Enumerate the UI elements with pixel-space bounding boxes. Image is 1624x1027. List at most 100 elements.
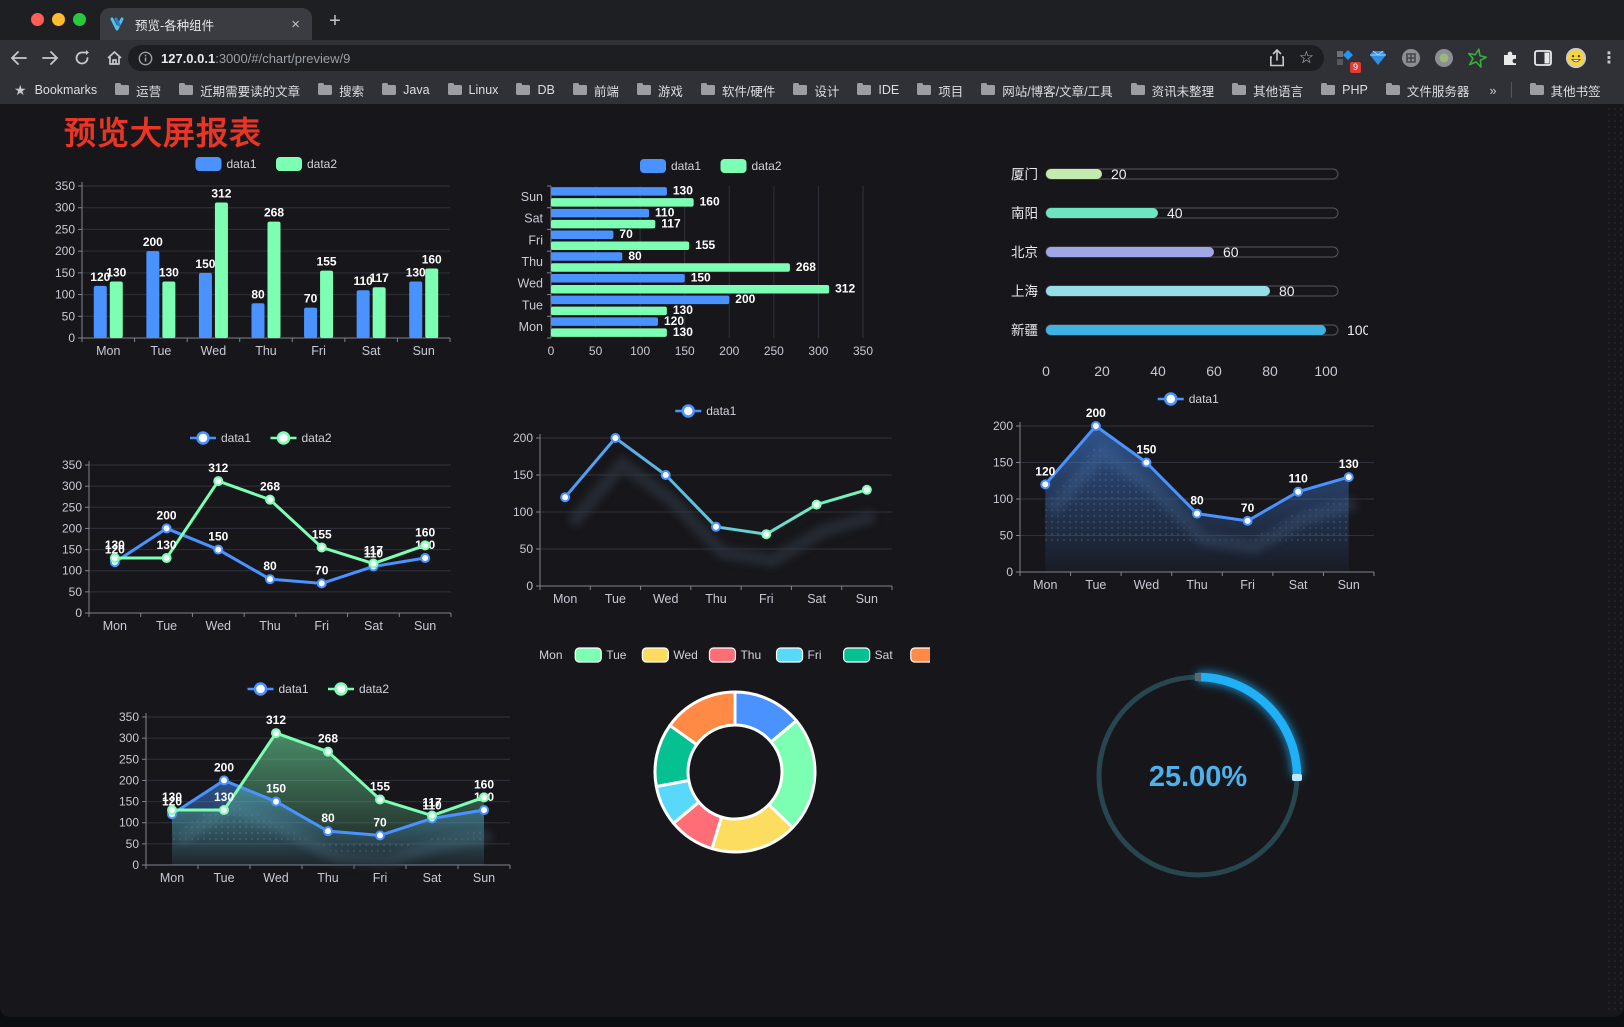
legend-item[interactable]: Fri (775, 647, 822, 663)
new-tab-button[interactable]: + (329, 9, 341, 32)
data-point-marker (427, 810, 437, 821)
ring-start-cap (1195, 673, 1201, 681)
bar (372, 287, 386, 338)
extension-star-icon[interactable] (1466, 47, 1488, 69)
bookmark-folder-label: 项目 (938, 84, 964, 99)
bookmark-folder[interactable]: 前端 (572, 81, 619, 100)
bookmark-folder[interactable]: DB (516, 82, 555, 97)
legend-item[interactable]: data2 (720, 159, 782, 173)
browser-tab[interactable]: 预览-各种组件 × (100, 8, 312, 40)
bookmark-folder[interactable]: 软件/硬件 (700, 81, 775, 100)
y-tick-label: 50 (62, 309, 76, 323)
legend-item[interactable]: Mon (540, 648, 562, 662)
browser-toolbar: 127.0.0.1 :3000/#/chart/preview/9 ☆ 9 (0, 40, 1624, 76)
bar-value-label: 200 (143, 235, 163, 249)
tab-title: 预览-各种组件 (135, 18, 215, 33)
legend-label: data1 (671, 159, 701, 173)
point-value-label: 160 (474, 777, 494, 791)
home-icon[interactable] (100, 44, 128, 72)
data-point-marker (161, 553, 172, 564)
legend-item[interactable]: data1 (247, 682, 309, 696)
bookmark-folder[interactable]: PHP (1321, 82, 1368, 97)
extension-record-icon[interactable] (1433, 47, 1455, 69)
window-minimize-button[interactable] (52, 13, 65, 26)
bar (551, 284, 830, 294)
legend-label: Wed (673, 648, 697, 662)
bar (551, 241, 690, 251)
bookmark-folder[interactable]: 文件服务器 (1385, 81, 1469, 100)
back-icon[interactable] (4, 44, 32, 72)
bar (356, 290, 370, 338)
share-icon[interactable] (1269, 49, 1285, 67)
legend-item[interactable]: data2 (328, 682, 389, 696)
legend-item[interactable]: data1 (675, 404, 737, 418)
bookmark-folder[interactable]: 近期需要读的文章 (179, 81, 300, 100)
legend-item[interactable]: Thu (708, 647, 761, 663)
legend-item[interactable]: Sun (910, 647, 930, 663)
bookmark-folder[interactable]: 游戏 (636, 81, 683, 100)
legend-item[interactable]: Wed (641, 647, 698, 663)
x-tick-label: 300 (808, 344, 828, 358)
legend-item[interactable]: data1 (190, 431, 251, 445)
bookmark-folder[interactable]: Java (382, 82, 430, 97)
address-bar[interactable]: 127.0.0.1 :3000/#/chart/preview/9 ☆ (128, 45, 1324, 71)
data-point-marker (560, 492, 571, 503)
legend-swatch-icon (574, 647, 602, 663)
legend-item[interactable]: data1 (1157, 392, 1219, 406)
reload-icon[interactable] (68, 44, 96, 72)
y-tick-label: 100 (993, 492, 1013, 506)
bookmark-folder-label: 设计 (814, 84, 840, 99)
extension-gem-icon[interactable] (1367, 47, 1389, 69)
bookmarks-overflow-icon[interactable]: » (1489, 82, 1497, 98)
bar (198, 272, 212, 338)
extension-command-icon[interactable] (1400, 47, 1422, 69)
x-category-label: Fri (1240, 578, 1255, 592)
bookmarks-label[interactable]: Bookmarks (34, 83, 98, 97)
other-bookmarks-folder[interactable]: 其他书签 (1529, 81, 1601, 100)
progress-value-label: 100 (1347, 322, 1368, 338)
bar (320, 270, 334, 338)
browser-menu-icon[interactable]: ⋮ (1601, 50, 1617, 67)
legend-swatch-icon (775, 647, 804, 663)
bookmark-folder[interactable]: 运营 (115, 81, 161, 100)
point-value-label: 110 (364, 546, 384, 560)
legend-marker-icon (253, 682, 268, 696)
forward-icon[interactable] (36, 44, 64, 72)
extension-blocks-icon[interactable]: 9 (1334, 47, 1361, 73)
window-zoom-button[interactable] (73, 13, 86, 26)
bookmark-star-icon[interactable]: ☆ (1298, 48, 1314, 67)
legend-item[interactable]: data1 (195, 157, 257, 171)
window-close-button[interactable] (31, 13, 44, 26)
bookmark-folder[interactable]: 网站/博客/文章/工具 (981, 81, 1113, 100)
legend-item[interactable]: Sat (843, 647, 894, 663)
bar-value-label: 70 (619, 227, 633, 241)
x-category-label: Mon (553, 592, 577, 606)
bookmark-folder[interactable]: 项目 (917, 81, 963, 100)
bookmark-folder[interactable]: 资讯未整理 (1130, 81, 1214, 100)
legend-item[interactable]: Tue (574, 647, 627, 663)
other-bookmarks-label: 其他书签 (1550, 84, 1601, 99)
point-value-label: 200 (1086, 406, 1106, 420)
point-value-label: 110 (422, 798, 442, 812)
legend-marker-icon (276, 431, 291, 445)
bookmark-folder[interactable]: 其他语言 (1232, 81, 1303, 100)
legend-item[interactable]: data2 (270, 431, 332, 445)
bookmark-folder[interactable]: Linux (447, 82, 498, 97)
extension-puzzle-icon[interactable] (1499, 47, 1521, 69)
side-panel-icon[interactable] (1532, 47, 1554, 69)
tab-close-icon[interactable]: × (291, 15, 300, 33)
progress-fill (1046, 247, 1214, 257)
profile-avatar[interactable] (1565, 47, 1587, 69)
legend-marker-icon (196, 431, 210, 445)
folder-icon (572, 82, 587, 95)
site-info-icon[interactable] (138, 51, 153, 66)
legend-label: data1 (221, 431, 251, 445)
point-value-label: 312 (266, 713, 286, 727)
progress-value-label: 40 (1167, 205, 1183, 221)
bookmark-folder[interactable]: 设计 (793, 81, 839, 100)
bookmark-folder[interactable]: IDE (857, 82, 899, 97)
point-value-label: 120 (105, 542, 125, 556)
legend-item[interactable]: data1 (640, 159, 701, 173)
legend-item[interactable]: data2 (276, 157, 337, 171)
bookmark-folder[interactable]: 搜索 (318, 81, 364, 100)
